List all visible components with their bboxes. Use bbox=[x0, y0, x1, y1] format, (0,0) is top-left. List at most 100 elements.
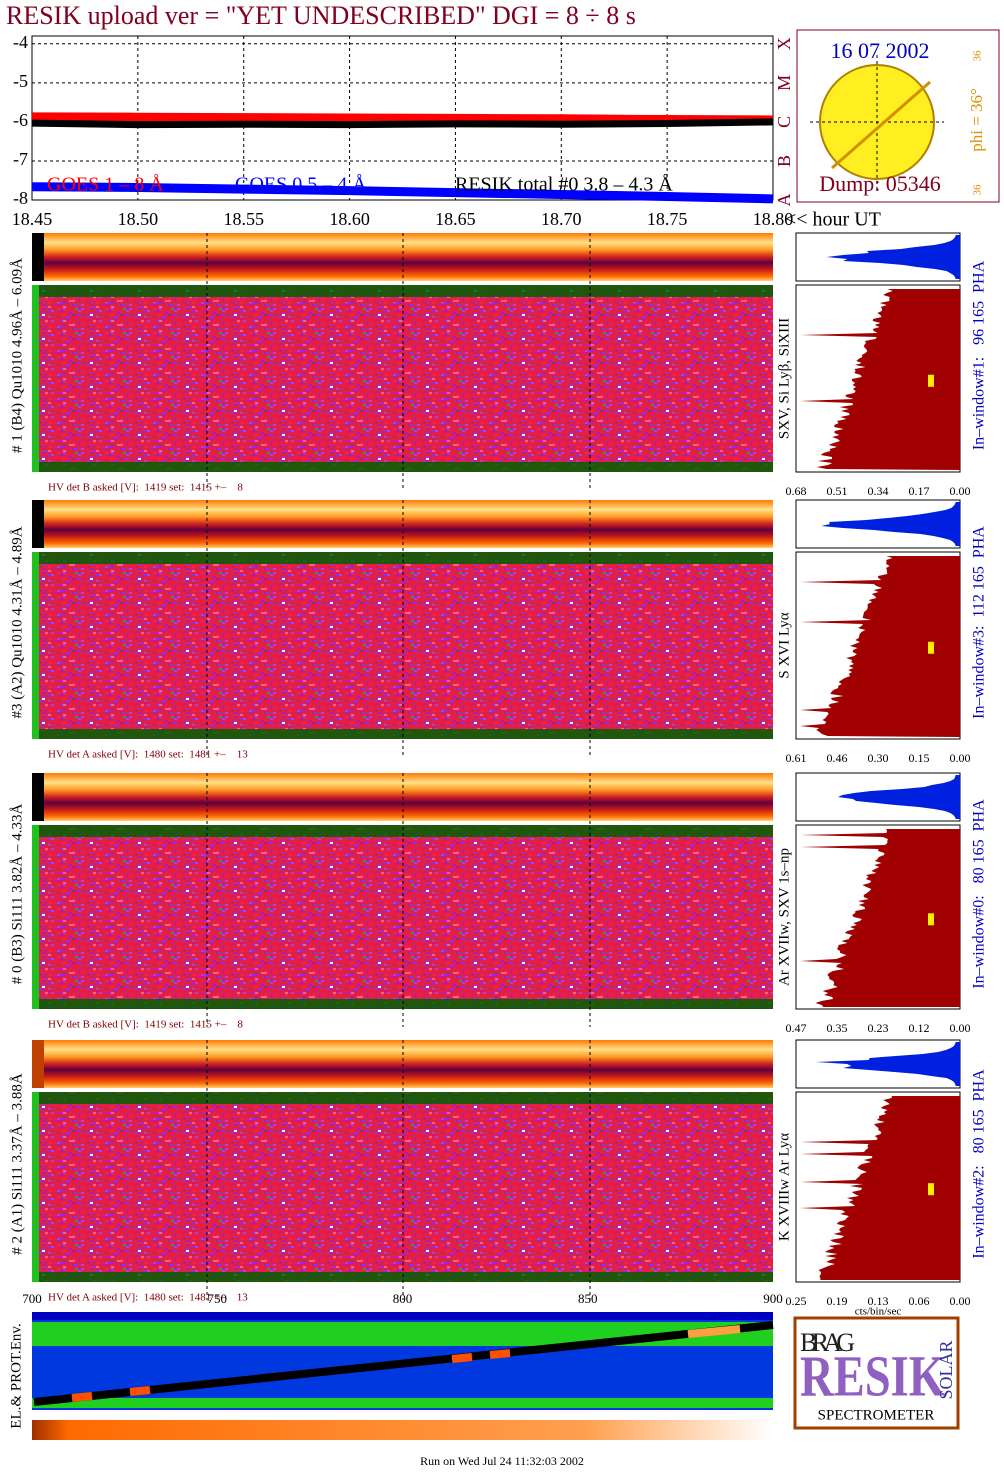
hist-tick-label: 0.34 bbox=[868, 484, 889, 498]
spectrogram-band bbox=[32, 825, 773, 837]
phi-label: phi = 36° bbox=[967, 88, 986, 152]
bottom-tick-label: 800 bbox=[393, 1291, 413, 1306]
hist-tick-label: 0.00 bbox=[950, 1021, 971, 1035]
y2-tick-label: A bbox=[774, 194, 794, 207]
detector-label: # 2 (A1) Si111 3.37Å – 3.88Å bbox=[9, 1073, 25, 1255]
line-label: Ar XVIIw, SXV 1s–np bbox=[776, 848, 792, 986]
detector-label: #3 (A2) Qu1010 4.31Å – 4.89Å bbox=[9, 526, 25, 718]
logo-brag: BRAG bbox=[800, 1328, 855, 1357]
logo-solar: SOLAR bbox=[936, 1340, 956, 1399]
pha-label: In–window#1: 96 165 PHA bbox=[971, 260, 988, 450]
hist-tick-label: 0.23 bbox=[868, 1021, 889, 1035]
hist-tick-label: 0.19 bbox=[827, 1294, 848, 1308]
hist-tick-label: 0.17 bbox=[909, 484, 930, 498]
legend-entry: GOES 1 – 8 Å bbox=[47, 174, 164, 196]
y2-tick-label: M bbox=[774, 75, 794, 91]
env-track-mark bbox=[687, 1325, 741, 1338]
hv-label: HV det B asked [V]: 1419 set: 1415 +– 8 bbox=[48, 1019, 243, 1031]
sun-direction bbox=[831, 80, 931, 170]
series-line bbox=[31, 112, 774, 125]
pha-histogram bbox=[815, 1042, 960, 1086]
series-line bbox=[31, 118, 774, 129]
spectrum-histogram bbox=[800, 289, 960, 470]
sun-date: 16 07 2002 bbox=[831, 38, 930, 63]
light-curve: -8 -7 -6 -5 -4 A B C M X 18.45 18.50 18.55 18.60 18.65… bbox=[12, 32, 881, 231]
y2-tick-label: B bbox=[774, 155, 794, 167]
spectra-panels: HV det B asked [V]: 1419 set: 1415 +– 8 #… bbox=[9, 232, 988, 1318]
spectrogram-edge bbox=[32, 285, 39, 472]
dump-label: Dump: 05346 bbox=[819, 171, 941, 196]
env-track bbox=[33, 1321, 774, 1406]
lat-label: 36 bbox=[972, 50, 984, 62]
env-band bbox=[32, 1312, 773, 1320]
y2-tick-label: X bbox=[774, 37, 794, 50]
y-tick-label: -7 bbox=[13, 149, 28, 169]
hv-label: HV det A asked [V]: 1480 set: 1481 +– 13 bbox=[48, 1292, 248, 1304]
strip-edge bbox=[32, 233, 44, 281]
hv-label: HV det A asked [V]: 1480 set: 1481 +– 13 bbox=[48, 749, 248, 761]
x-tick-label: 18.75 bbox=[647, 209, 688, 229]
hist-unit: cts/bin/sec bbox=[855, 1306, 902, 1318]
hv-label: HV det B asked [V]: 1419 set: 1415 +– 8 bbox=[48, 482, 243, 494]
spectrogram-edge bbox=[32, 1092, 39, 1282]
env-track-mark bbox=[451, 1353, 473, 1363]
bottom-tick-label: 900 bbox=[763, 1291, 783, 1306]
strip-edge bbox=[32, 773, 44, 821]
sun-panel: 16 07 2002 Dump: 05346 phi = 36° 36 36 bbox=[796, 29, 1000, 203]
hist-tick-label: 0.25 bbox=[786, 1294, 807, 1308]
y-tick-label: -5 bbox=[13, 71, 28, 91]
x-axis-label: << hour UT bbox=[785, 209, 881, 231]
hist-tick-label: 0.30 bbox=[868, 751, 889, 765]
logo: BRAG RESIK SOLAR SPECTROMETER bbox=[793, 1316, 960, 1430]
bottom-tick-label: 750 bbox=[208, 1291, 228, 1306]
logo-resik: RESIK bbox=[800, 1343, 945, 1408]
env-bar bbox=[32, 1420, 773, 1440]
env-label: EL.& PROT.Env. bbox=[8, 1323, 24, 1428]
hist-tick-label: 0.68 bbox=[786, 484, 807, 498]
detector-label: # 0 (B3) Si111 3.82Å – 4.33Å bbox=[9, 804, 25, 985]
y2-tick-label: C bbox=[774, 116, 794, 128]
x-tick-label: 18.50 bbox=[118, 209, 159, 229]
hist-tick-label: 0.00 bbox=[950, 484, 971, 498]
series-line bbox=[31, 182, 774, 204]
y-tick-label: -8 bbox=[13, 188, 28, 208]
env-band bbox=[32, 1398, 773, 1408]
spectrogram-band bbox=[32, 1092, 773, 1104]
line-label: K XVIIIw Ar Lyα bbox=[776, 1133, 792, 1241]
detector-label: # 1 (B4) Qu1010 4.96Å – 6.09Å bbox=[9, 258, 25, 453]
spectrogram-band bbox=[32, 552, 773, 564]
logo-frame bbox=[793, 1316, 960, 1430]
hist-tick-label: 0.61 bbox=[786, 751, 807, 765]
legend-entry: GOES 0.5 – 4 Å bbox=[235, 174, 367, 196]
spectrogram-band bbox=[32, 285, 773, 297]
hist-tick-label: 0.46 bbox=[827, 751, 848, 765]
spectrum-histogram bbox=[800, 829, 960, 1007]
pha-label: In–window#0: 80 165 PHA bbox=[971, 799, 988, 989]
hist-tick-label: 0.51 bbox=[827, 484, 848, 498]
pha-label: In–window#3: 112 165 PHA bbox=[971, 526, 988, 719]
strip-edge bbox=[32, 500, 44, 548]
x-tick-label: 18.45 bbox=[12, 209, 53, 229]
lat-label: 36 bbox=[972, 184, 984, 196]
pha-histogram bbox=[821, 502, 960, 546]
hist-tick-label: 0.12 bbox=[909, 1021, 930, 1035]
bottom-tick-label: 850 bbox=[578, 1291, 598, 1306]
x-tick-label: 18.55 bbox=[223, 209, 264, 229]
hist-marker bbox=[928, 1183, 934, 1196]
hist-marker bbox=[928, 374, 934, 387]
pha-label: In–window#2: 80 165 PHA bbox=[971, 1069, 988, 1259]
strip-edge bbox=[32, 1040, 44, 1088]
logo-spectrometer: SPECTROMETER bbox=[818, 1407, 935, 1423]
hist-tick-label: 0.06 bbox=[909, 1294, 930, 1308]
spectrogram-edge bbox=[32, 825, 39, 1009]
x-tick-label: 18.70 bbox=[541, 209, 582, 229]
hist-tick-label: 0.15 bbox=[909, 751, 930, 765]
footer: Run on Wed Jul 24 11:32:03 2002 bbox=[420, 1454, 584, 1468]
page-title: RESIK upload ver = "YET UNDESCRIBED" DGI… bbox=[6, 1, 636, 30]
x-tick-label: 18.80 bbox=[753, 209, 794, 229]
hist-marker bbox=[928, 641, 934, 654]
spectrogram-edge bbox=[32, 552, 39, 739]
hist-tick-label: 0.47 bbox=[786, 1021, 807, 1035]
x-tick-label: 18.65 bbox=[435, 209, 476, 229]
